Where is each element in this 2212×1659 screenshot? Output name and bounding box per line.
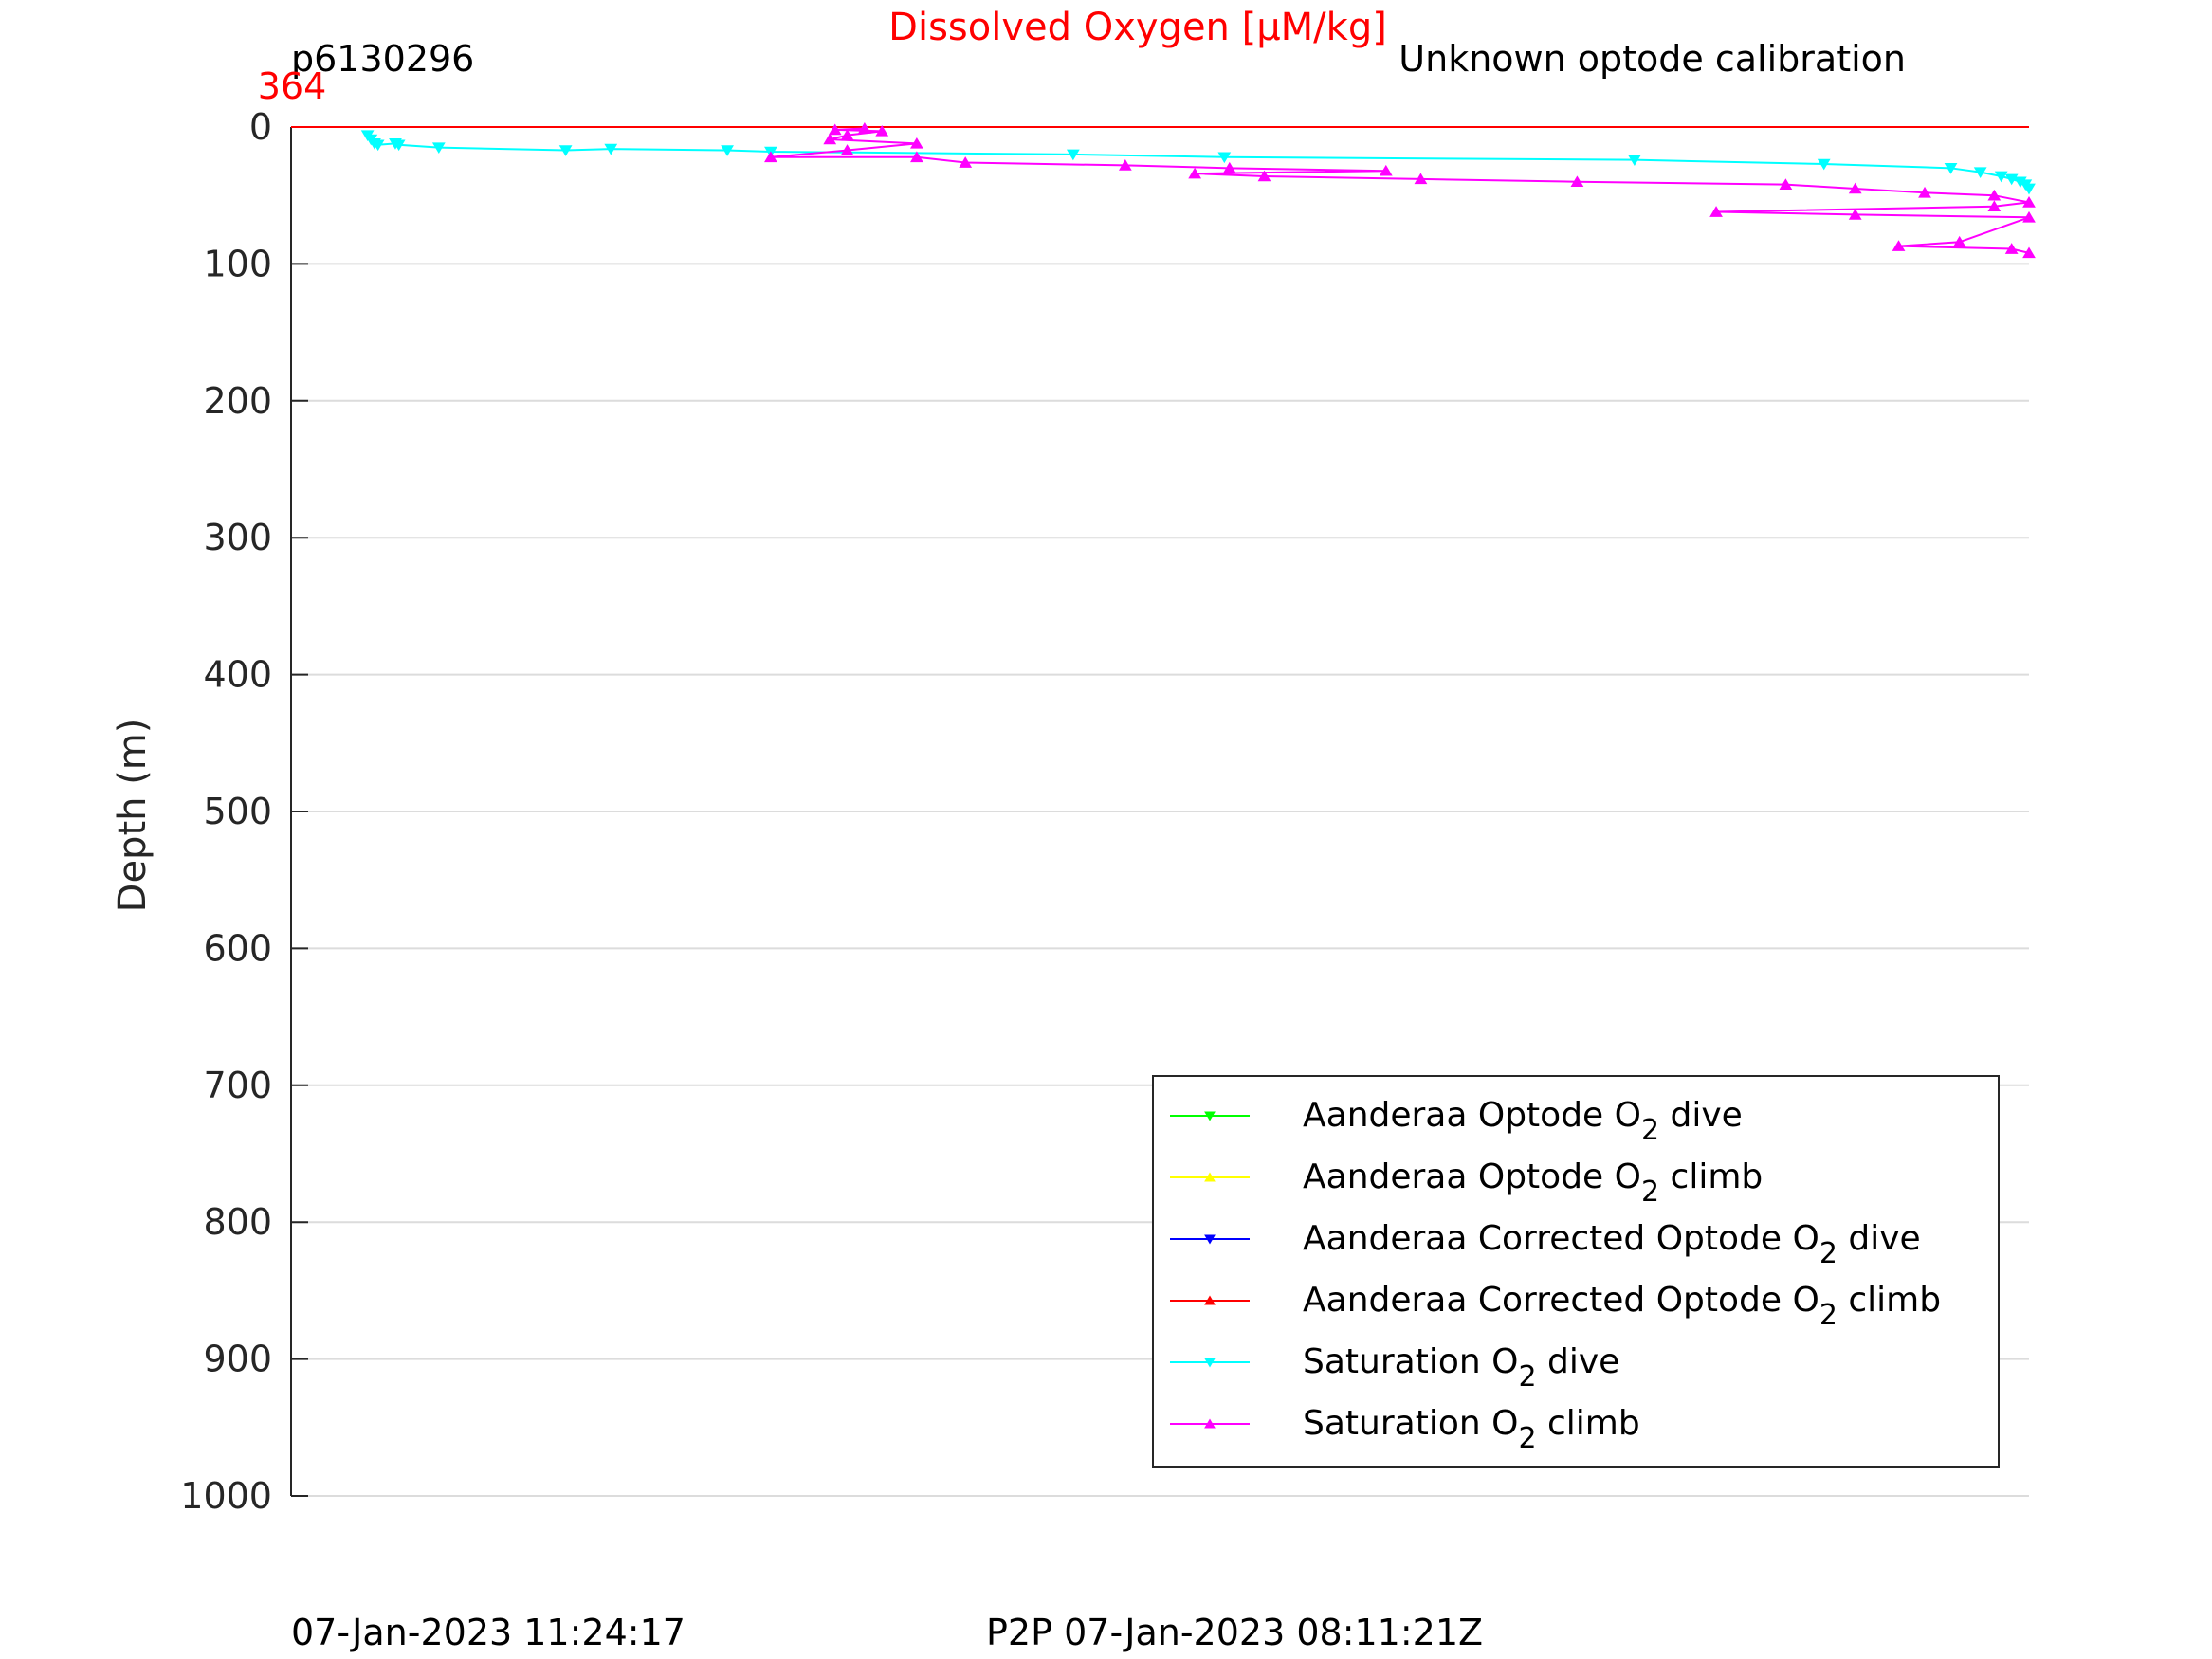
chart-title: Dissolved Oxygen [μM/kg] bbox=[888, 6, 1387, 49]
data-point bbox=[1848, 182, 1862, 194]
dive-id-label: p6130296 bbox=[291, 38, 474, 80]
y-tick-label: 500 bbox=[203, 791, 272, 832]
legend-label: Saturation O2 climb bbox=[1303, 1404, 1640, 1455]
data-point bbox=[1779, 178, 1793, 190]
y-tick-label: 200 bbox=[203, 380, 272, 422]
legend-label: Aanderaa Optode O2 climb bbox=[1303, 1158, 1763, 1209]
data-point bbox=[558, 145, 573, 156]
data-point bbox=[959, 156, 973, 168]
data-point bbox=[1918, 186, 1931, 198]
data-point bbox=[1222, 161, 1236, 173]
data-point bbox=[1188, 167, 1202, 179]
y-axis-label: Depth (m) bbox=[111, 719, 155, 913]
data-point bbox=[1204, 1111, 1216, 1121]
data-point bbox=[1204, 1295, 1216, 1305]
data-point bbox=[1848, 209, 1862, 220]
data-point bbox=[823, 133, 837, 145]
data-point bbox=[2022, 183, 2036, 195]
data-point bbox=[1066, 149, 1080, 161]
legend-label: Aanderaa Optode O2 dive bbox=[1303, 1096, 1743, 1147]
data-point bbox=[764, 151, 777, 163]
data-point bbox=[828, 123, 842, 136]
data-point bbox=[2004, 243, 2019, 254]
legend: Aanderaa Optode O2 dive Aanderaa Optode O… bbox=[1152, 1075, 2000, 1468]
plot-area bbox=[291, 122, 2036, 259]
data-point bbox=[1204, 1358, 1216, 1368]
data-point bbox=[431, 142, 446, 155]
series-saturation-o2-climb bbox=[764, 122, 2036, 259]
legend-entry: Aanderaa Corrected Optode O2 dive bbox=[1170, 1219, 1921, 1270]
y-tick-label: 700 bbox=[203, 1065, 272, 1106]
legend-entry: Aanderaa Optode O2 climb bbox=[1170, 1158, 1763, 1209]
y-tick-label: 800 bbox=[203, 1201, 272, 1243]
y-tick-label: 100 bbox=[203, 243, 272, 284]
data-point bbox=[1628, 155, 1641, 167]
footer-timestamp: 07-Jan-2023 11:24:17 bbox=[291, 1612, 686, 1653]
legend-label: Aanderaa Corrected Optode O2 climb bbox=[1303, 1281, 1941, 1332]
data-point bbox=[1892, 240, 1906, 251]
data-point bbox=[910, 137, 923, 149]
data-point bbox=[1204, 1418, 1216, 1429]
data-point bbox=[1204, 1172, 1216, 1182]
data-point bbox=[875, 124, 889, 137]
legend-entry: Saturation O2 dive bbox=[1170, 1342, 1619, 1394]
legend-entry: Saturation O2 climb bbox=[1170, 1404, 1640, 1455]
data-point bbox=[604, 143, 618, 155]
data-point bbox=[1952, 235, 1966, 247]
y-tick-label: 1000 bbox=[180, 1475, 272, 1517]
data-point bbox=[2022, 210, 2036, 223]
legend-entry: Aanderaa Optode O2 dive bbox=[1170, 1096, 1743, 1147]
legend-label: Saturation O2 dive bbox=[1303, 1342, 1619, 1394]
data-point bbox=[840, 144, 854, 155]
data-point bbox=[1257, 170, 1271, 182]
data-point bbox=[721, 145, 734, 156]
footer-p2p-timestamp: P2P 07-Jan-2023 08:11:21Z bbox=[986, 1612, 1483, 1653]
y-tick-label: 400 bbox=[203, 654, 272, 696]
data-point bbox=[1994, 171, 2008, 183]
data-point bbox=[1414, 173, 1428, 185]
y-tick-label: 0 bbox=[249, 106, 272, 148]
data-point bbox=[1973, 167, 1987, 179]
y-axis-ticks: 0 100 200 300 400 500 600 700 800 900 1000 bbox=[180, 106, 308, 1517]
data-point bbox=[1379, 164, 1393, 176]
data-point bbox=[858, 122, 871, 134]
data-point bbox=[840, 129, 854, 140]
data-point bbox=[2022, 196, 2036, 208]
legend-entry: Aanderaa Corrected Optode O2 climb bbox=[1170, 1281, 1941, 1332]
series-line bbox=[366, 135, 2030, 190]
data-point bbox=[392, 139, 406, 152]
data-point bbox=[1709, 206, 1723, 217]
x-axis-top-tick-label: 364 bbox=[258, 65, 327, 107]
legend-label: Aanderaa Corrected Optode O2 dive bbox=[1303, 1219, 1921, 1270]
data-point bbox=[910, 151, 923, 163]
data-point bbox=[1944, 163, 1958, 174]
data-point bbox=[1118, 159, 1132, 171]
series-saturation-o2-dive bbox=[360, 130, 2036, 195]
data-point bbox=[1987, 189, 2002, 201]
data-point bbox=[2022, 246, 2036, 259]
y-tick-label: 300 bbox=[203, 517, 272, 558]
series-line bbox=[770, 127, 2030, 254]
calibration-label: Unknown optode calibration bbox=[1398, 38, 1906, 80]
data-point bbox=[1987, 200, 2002, 212]
legend-box bbox=[1152, 1075, 2000, 1468]
data-point bbox=[1217, 152, 1232, 164]
data-point bbox=[1204, 1234, 1216, 1245]
data-point bbox=[371, 139, 385, 152]
data-point bbox=[1817, 158, 1831, 171]
y-tick-label: 900 bbox=[203, 1339, 272, 1380]
y-tick-label: 600 bbox=[203, 927, 272, 969]
data-point bbox=[1570, 175, 1584, 188]
